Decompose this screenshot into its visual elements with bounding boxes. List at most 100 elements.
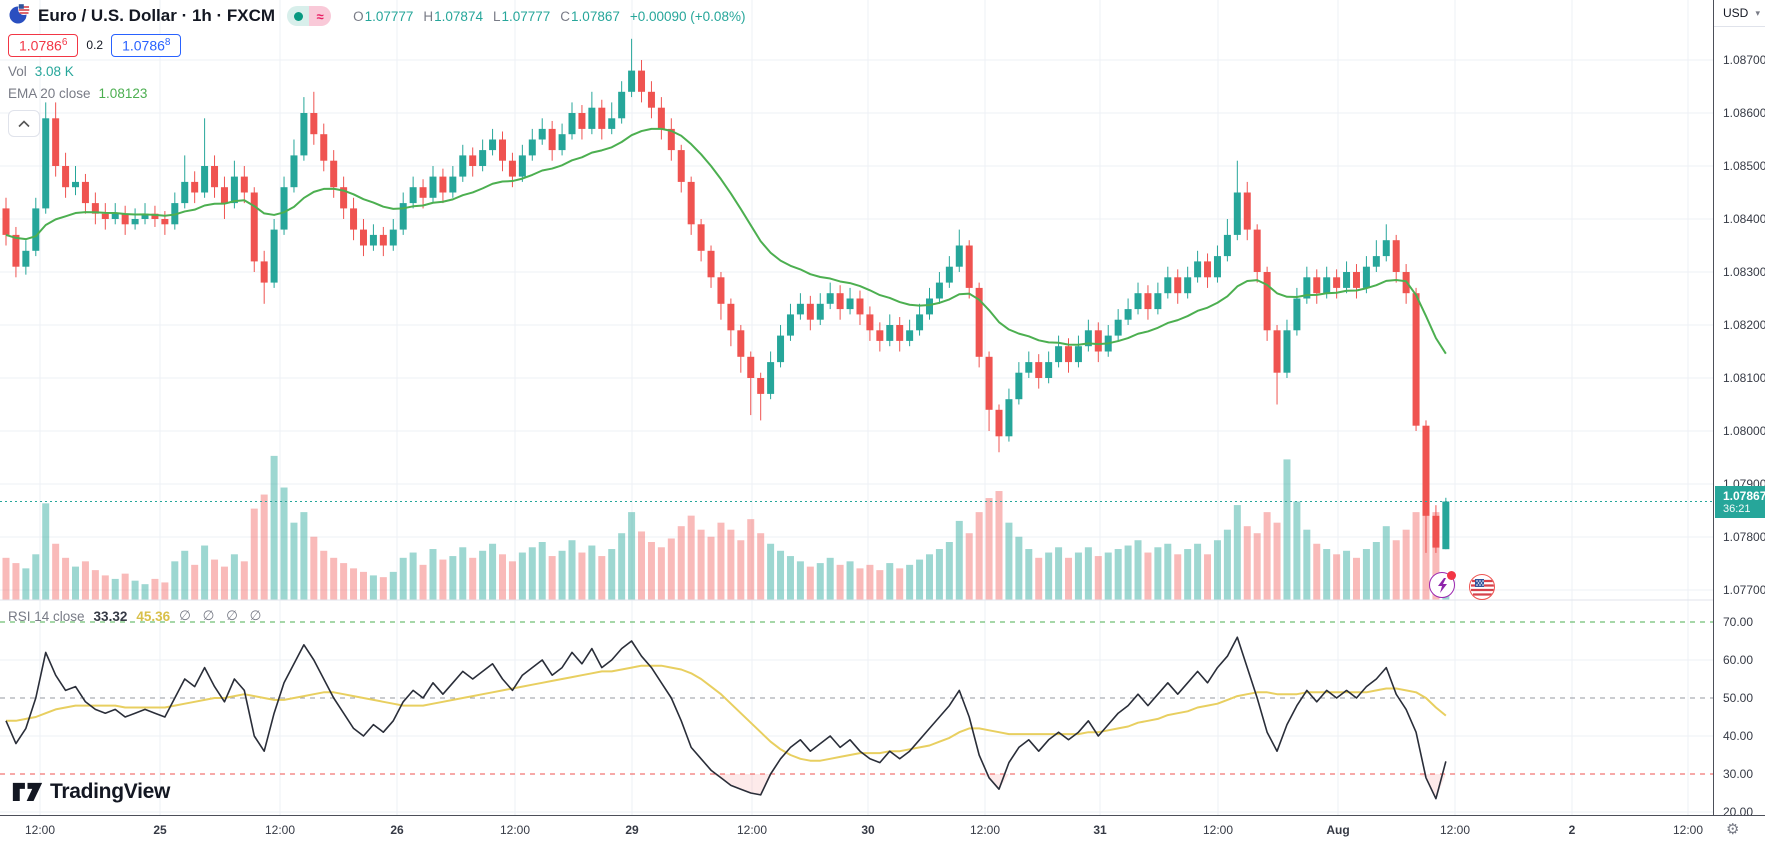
volume-bar <box>945 542 953 600</box>
candle-down <box>866 314 874 331</box>
candle-down <box>1333 277 1341 288</box>
candle-up <box>608 118 616 129</box>
price-chart[interactable] <box>0 0 1713 815</box>
volume-bar <box>747 519 755 600</box>
volume-bar <box>1303 529 1311 600</box>
volume-bar <box>459 547 467 600</box>
time-tick: 12:00 <box>1439 823 1471 837</box>
volume-bar <box>796 561 804 600</box>
ema-legend-row[interactable]: EMA 20 close 1.08123 <box>8 86 745 101</box>
candle-down <box>340 187 348 209</box>
candle-down <box>52 118 60 166</box>
rsi-legend-row[interactable]: RSI 14 close 33.32 45.36 ∅ ∅ ∅ ∅ <box>8 608 265 624</box>
collapse-legend-button[interactable] <box>8 110 40 137</box>
high-value: H1.07874 <box>423 8 483 24</box>
symbol-title[interactable]: Euro / U.S. Dollar · 1h · FXCM <box>38 6 276 25</box>
volume-bar <box>62 557 70 600</box>
rsi-ma-line <box>6 664 1447 762</box>
volume-bar <box>1263 512 1271 600</box>
buy-button[interactable]: 1.07868 <box>111 34 182 57</box>
volume-bar <box>657 547 665 600</box>
volume-bar <box>191 564 199 600</box>
price-tick: 1.08200 <box>1723 318 1765 332</box>
axis-settings-gear-icon[interactable]: ⚙ <box>1726 821 1740 838</box>
price-tick: 1.08300 <box>1723 265 1765 279</box>
time-tick: 12:00 <box>24 823 56 837</box>
candle-down <box>359 229 367 246</box>
volume-bar <box>1412 512 1420 600</box>
price-tick: 1.07700 <box>1723 583 1765 597</box>
candle-up <box>1084 330 1092 347</box>
candle-down <box>62 166 70 188</box>
candle-down <box>757 378 765 394</box>
market-status-pill[interactable]: ≈ <box>287 6 332 26</box>
low-value: L1.07777 <box>492 8 551 24</box>
sell-button[interactable]: 1.07866 <box>8 34 79 57</box>
candle-down <box>2 208 10 235</box>
candle-up <box>1303 277 1311 299</box>
tradingview-logo[interactable]: TradingView <box>12 779 170 804</box>
volume-bar <box>22 568 30 600</box>
volume-bar <box>111 578 119 600</box>
price-axis[interactable]: USD ▾ 1.08700 1.08600 1.08500 1.08400 1.0830… <box>1713 0 1765 819</box>
rsi-empty-plots: ∅ ∅ ∅ ∅ <box>179 608 266 623</box>
candle-up <box>538 128 546 140</box>
candle-down <box>12 234 20 267</box>
volume-bar <box>1273 522 1281 600</box>
candle-down <box>350 208 358 230</box>
price-tick: 1.08500 <box>1723 159 1765 173</box>
ema-label: EMA 20 close <box>8 85 91 101</box>
events-lightning-button[interactable] <box>1429 571 1456 598</box>
candle-up <box>628 70 636 92</box>
rsi-tick: 40.00 <box>1723 729 1754 743</box>
volume-bar <box>518 552 526 600</box>
volume-bar <box>538 542 546 600</box>
candle-up <box>131 219 139 225</box>
candle-down <box>508 160 516 177</box>
candle-down <box>91 203 99 214</box>
candle-up <box>935 282 943 299</box>
volume-bar <box>687 515 695 600</box>
volume-bar <box>1144 552 1152 600</box>
volume-bar <box>707 536 715 600</box>
candle-up <box>111 213 119 219</box>
volume-label: Vol <box>8 63 27 79</box>
currency-selector[interactable]: USD ▾ <box>1714 0 1765 27</box>
candle-down <box>1144 293 1152 310</box>
volume-bar <box>290 522 298 600</box>
candle-up <box>1233 192 1241 235</box>
candle-down <box>121 213 129 225</box>
volume-bar <box>856 568 864 600</box>
delayed-data-icon: ≈ <box>309 6 332 26</box>
change-value: +0.00090 (+0.08%) <box>629 8 746 24</box>
candle-up <box>389 229 397 246</box>
us-economic-events-button[interactable] <box>1469 574 1495 600</box>
candle-up <box>1194 261 1202 278</box>
volume-bar <box>638 531 646 600</box>
volume-legend-row[interactable]: Vol 3.08 K <box>8 64 745 79</box>
volume-bar <box>409 552 417 600</box>
volume-bar <box>647 542 655 600</box>
time-tick: 12:00 <box>264 823 296 837</box>
open-value: O1.07777 <box>353 8 414 24</box>
candle-down <box>876 330 884 341</box>
volume-bar <box>618 533 626 600</box>
volume-bar <box>1313 543 1321 600</box>
candle-down <box>1432 515 1440 548</box>
currency-label: USD <box>1723 6 1749 20</box>
candle-up <box>1055 346 1063 363</box>
volume-bar <box>955 520 963 600</box>
volume-bar <box>806 566 814 600</box>
candle-down <box>81 181 89 204</box>
volume-bar <box>369 575 377 600</box>
time-axis[interactable]: 12:00 25 12:00 26 12:00 29 12:00 30 12:00 31 12:00… <box>0 815 1765 843</box>
tradingview-glyph-icon <box>12 782 43 801</box>
volume-bar <box>32 554 40 600</box>
candle-down <box>717 277 725 304</box>
candle-up <box>230 176 238 204</box>
volume-bar <box>52 543 60 600</box>
candle-down <box>211 166 219 188</box>
volume-bar <box>1174 554 1182 600</box>
rsi-tick: 30.00 <box>1723 767 1754 781</box>
